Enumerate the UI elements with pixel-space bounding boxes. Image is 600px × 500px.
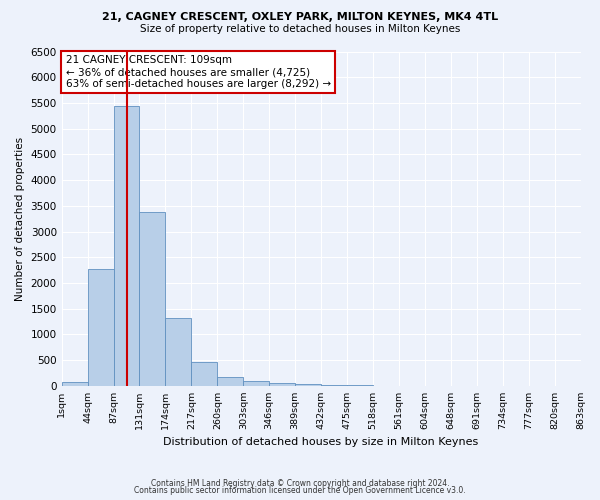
Text: Size of property relative to detached houses in Milton Keynes: Size of property relative to detached ho…: [140, 24, 460, 34]
Bar: [139, 212, 166, 386]
Text: 21, CAGNEY CRESCENT, OXLEY PARK, MILTON KEYNES, MK4 4TL: 21, CAGNEY CRESCENT, OXLEY PARK, MILTON …: [102, 12, 498, 22]
Bar: [217, 377, 243, 386]
Bar: [88, 268, 113, 386]
Bar: [243, 382, 269, 386]
Text: 21 CAGNEY CRESCENT: 109sqm
← 36% of detached houses are smaller (4,725)
63% of s: 21 CAGNEY CRESCENT: 109sqm ← 36% of deta…: [65, 56, 331, 88]
Bar: [269, 383, 295, 386]
Y-axis label: Number of detached properties: Number of detached properties: [15, 136, 25, 300]
Bar: [62, 382, 88, 386]
Bar: [166, 318, 191, 386]
Text: Contains public sector information licensed under the Open Government Licence v3: Contains public sector information licen…: [134, 486, 466, 495]
Bar: [191, 362, 217, 386]
Bar: [295, 384, 321, 386]
X-axis label: Distribution of detached houses by size in Milton Keynes: Distribution of detached houses by size …: [163, 438, 479, 448]
Text: Contains HM Land Registry data © Crown copyright and database right 2024.: Contains HM Land Registry data © Crown c…: [151, 478, 449, 488]
Bar: [113, 106, 139, 386]
Bar: [321, 385, 347, 386]
